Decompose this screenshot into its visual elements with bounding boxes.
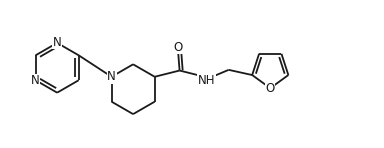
Text: O: O bbox=[266, 82, 275, 95]
Text: N: N bbox=[30, 74, 39, 87]
Text: O: O bbox=[173, 41, 182, 54]
Text: NH: NH bbox=[197, 74, 215, 87]
Text: N: N bbox=[53, 36, 61, 49]
Text: N: N bbox=[107, 70, 116, 83]
